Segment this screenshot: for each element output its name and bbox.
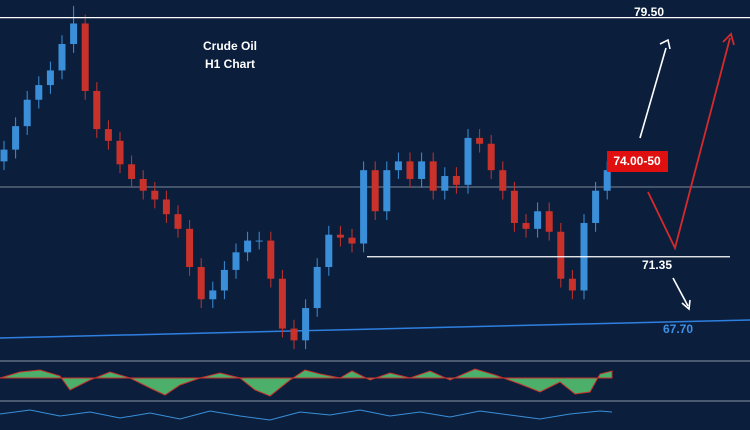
candle-body xyxy=(510,190,518,223)
chart-subtitle: H1 Chart xyxy=(205,57,255,71)
level-label: 71.35 xyxy=(642,258,672,272)
candle-body xyxy=(46,70,54,86)
candle-body xyxy=(476,137,484,144)
candle-body xyxy=(186,228,194,267)
trendline-label: 67.70 xyxy=(663,322,693,336)
candle-body xyxy=(81,23,89,91)
candle-body xyxy=(35,85,43,100)
candle-body xyxy=(603,170,611,191)
candle-body xyxy=(418,161,426,179)
candle-body xyxy=(499,170,507,191)
candle-body xyxy=(151,190,159,200)
candle-body xyxy=(348,237,356,244)
candle-body xyxy=(116,140,124,165)
candle-body xyxy=(162,199,170,215)
candle-body xyxy=(394,161,402,171)
candle-body xyxy=(104,129,112,141)
candle-body xyxy=(12,126,20,150)
arrowhead xyxy=(659,38,671,50)
candle-body xyxy=(139,178,147,191)
candle-body xyxy=(522,222,530,229)
level-label: 79.50 xyxy=(634,5,664,19)
candle-body xyxy=(568,278,576,291)
candle-body xyxy=(441,176,449,191)
candle-body xyxy=(128,164,136,179)
candle-body xyxy=(302,308,310,341)
arrow-scenario xyxy=(647,37,731,251)
candle-body xyxy=(325,234,333,267)
oscillator-panel xyxy=(0,368,613,421)
oscillator-histogram xyxy=(0,368,613,397)
candle-body xyxy=(93,90,101,130)
candle-body xyxy=(464,137,472,185)
candle-body xyxy=(336,234,344,238)
candle-body xyxy=(429,161,437,191)
candle-body xyxy=(278,278,286,329)
candle-body xyxy=(290,328,298,341)
candle-body xyxy=(209,290,217,300)
candle-body xyxy=(232,252,240,270)
arrow-up xyxy=(639,47,667,139)
candle-body xyxy=(220,269,228,291)
candle-body xyxy=(406,161,414,179)
candle-body xyxy=(23,99,31,127)
candle-body xyxy=(557,231,565,279)
candle-body xyxy=(58,44,66,71)
candle-body xyxy=(255,240,263,242)
arrowhead xyxy=(722,32,735,46)
candle-body xyxy=(197,266,205,300)
candle-body xyxy=(313,266,321,309)
candle-body xyxy=(592,190,600,223)
target-label: 74.00-50 xyxy=(613,154,661,168)
chart-title: Crude Oil xyxy=(203,39,257,53)
candle-body xyxy=(452,176,460,185)
arrowhead xyxy=(681,299,691,311)
candle-body xyxy=(487,143,495,171)
candle-body xyxy=(174,214,182,229)
candle-body xyxy=(244,240,252,253)
candle-body xyxy=(545,211,553,232)
oscillator-line xyxy=(0,409,613,421)
candle-body xyxy=(70,23,78,45)
trendline xyxy=(0,319,750,339)
candle-body xyxy=(534,211,542,229)
candle-body xyxy=(360,170,368,244)
target-box xyxy=(607,151,668,172)
arrow-down xyxy=(672,277,689,307)
candle-body xyxy=(0,149,8,162)
candle-body xyxy=(267,240,275,279)
candle-body xyxy=(383,170,391,212)
candle-body xyxy=(371,170,379,212)
